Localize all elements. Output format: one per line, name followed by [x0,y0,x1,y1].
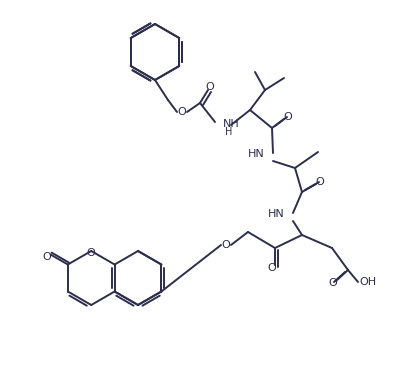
Text: O: O [328,278,337,288]
Text: O: O [177,107,186,117]
Text: H: H [224,127,232,137]
Text: O: O [42,251,51,262]
Text: O: O [267,263,276,273]
Text: O: O [205,82,214,92]
Text: O: O [315,177,324,187]
Text: HN: HN [268,209,284,219]
Text: O: O [221,240,230,250]
Text: HN: HN [247,149,264,159]
Text: NH: NH [222,119,239,129]
Text: O: O [87,248,95,258]
Text: O: O [283,112,292,122]
Text: OH: OH [358,277,375,287]
